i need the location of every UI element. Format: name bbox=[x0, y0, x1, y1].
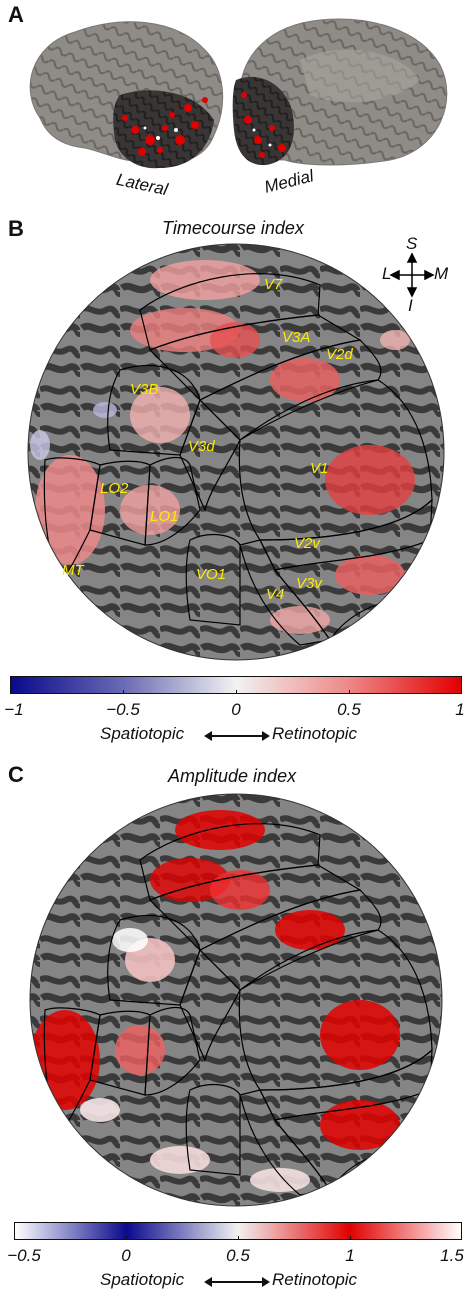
panel-b-tick-label: −0.5 bbox=[106, 700, 140, 719]
region-label-v7: V7 bbox=[264, 276, 283, 293]
panel-c-colorbar-tick bbox=[238, 1236, 239, 1240]
region-label-v1: V1 bbox=[310, 460, 329, 477]
region-label-v3v: V3v bbox=[296, 575, 322, 592]
lateral-activation bbox=[122, 97, 208, 156]
panel-c-colorbar-tick bbox=[350, 1236, 351, 1240]
region-label-lo1: LO1 bbox=[150, 508, 179, 525]
panel-a-label: A bbox=[8, 2, 24, 27]
panel-b-retinotopic-label: Retinotopic bbox=[272, 724, 358, 743]
panel-c-tick-label: 0.5 bbox=[226, 1246, 250, 1265]
orientation-superior: S bbox=[406, 234, 418, 253]
panel-a-brains bbox=[29, 18, 448, 169]
region-label-v3b: V3B bbox=[130, 381, 159, 398]
orientation-inferior: I bbox=[408, 296, 413, 315]
region-label-v2v: V2v bbox=[294, 535, 320, 552]
panel-b-flatmap bbox=[27, 243, 445, 661]
region-label-vo1: VO1 bbox=[196, 566, 227, 583]
orientation-medial: M bbox=[434, 264, 449, 283]
medial-activation bbox=[241, 92, 286, 158]
panel-c-tick-label: −0.5 bbox=[7, 1246, 41, 1265]
panel-b-title: Timecourse index bbox=[162, 218, 304, 238]
panel-b-label: B bbox=[8, 216, 24, 241]
panel-b-double-arrow bbox=[204, 731, 270, 741]
panel-b-tick-label: 0.5 bbox=[337, 700, 361, 719]
region-label-v4: V4 bbox=[266, 586, 285, 603]
panel-c-colorbar-tick bbox=[126, 1236, 127, 1240]
orientation-lateral: L bbox=[382, 264, 392, 283]
panel-c-tick-label: 1.5 bbox=[440, 1246, 464, 1265]
panel-c-flatmap bbox=[29, 793, 443, 1207]
panel-c-label: C bbox=[8, 762, 24, 787]
panel-b-tick-label: 0 bbox=[231, 700, 241, 719]
panel-b-colorbar-tick bbox=[236, 690, 237, 694]
panel-c-title: Amplitude index bbox=[168, 766, 297, 786]
orientation-cross bbox=[389, 252, 435, 298]
panel-c-tick-label: 0 bbox=[121, 1246, 131, 1265]
panel-b-spatiotopic-label: Spatiotopic bbox=[100, 724, 185, 743]
panel-b-tick-label: 1 bbox=[455, 700, 465, 719]
region-label-v2d: V2d bbox=[326, 346, 353, 363]
region-label-v3a: V3A bbox=[282, 329, 311, 346]
lateral-hemisphere bbox=[29, 21, 224, 169]
panel-c-retinotopic-label: Retinotopic bbox=[272, 1270, 358, 1289]
panel-b-colorbar-tick bbox=[349, 690, 350, 694]
panel-b-colorbar-tick bbox=[123, 690, 124, 694]
medial-hemisphere bbox=[232, 18, 448, 166]
panel-c-spatiotopic-label: Spatiotopic bbox=[100, 1270, 185, 1289]
region-label-mt: MT bbox=[62, 562, 84, 579]
panel-c-tick-label: 1 bbox=[345, 1246, 355, 1265]
panel-c-double-arrow bbox=[204, 1277, 270, 1287]
panel-b-tick-label: −1 bbox=[4, 700, 24, 719]
region-label-v3d: V3d bbox=[188, 438, 215, 455]
region-label-lo2: LO2 bbox=[100, 480, 129, 497]
